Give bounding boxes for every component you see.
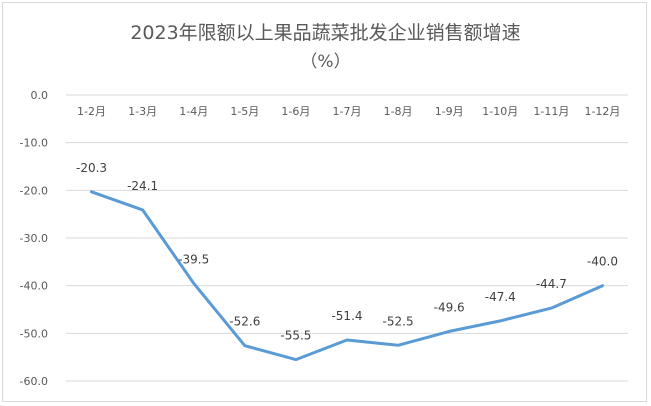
y-tick-label: -20.0	[20, 184, 48, 197]
y-tick-label: -50.0	[20, 327, 48, 340]
chart-frame	[2, 2, 647, 402]
x-tick-label: 1-11月	[533, 105, 569, 118]
data-label: -51.4	[331, 309, 362, 323]
data-label: -24.1	[127, 179, 158, 193]
x-tick-label: 1-8月	[384, 105, 413, 118]
x-tick-label: 1-6月	[281, 105, 310, 118]
data-labels: -20.3 -24.1 -39.5 -52.6 -55.5 -51.4 -52.5 -49.6…	[76, 161, 618, 343]
data-label: -40.0	[587, 255, 618, 269]
y-tick-label: 0.0	[31, 89, 49, 102]
gridlines	[66, 94, 628, 382]
chart-title: 2023年限额以上果品蔬菜批发企业销售额增速	[130, 22, 521, 44]
data-label: -52.5	[383, 314, 414, 328]
x-tick-label: 1-12月	[584, 105, 620, 118]
data-label: -49.6	[434, 300, 465, 314]
y-tick-label: -60.0	[20, 375, 48, 388]
x-tick-label: 1-4月	[179, 105, 208, 118]
y-tick-label: -40.0	[20, 280, 48, 293]
series-line	[90, 190, 604, 362]
data-label: -39.5	[178, 252, 209, 266]
y-axis-tick-labels: 0.0 -10.0 -20.0 -30.0 -40.0 -50.0 -60.0	[20, 89, 48, 388]
x-tick-label: 1-9月	[435, 105, 464, 118]
x-tick-label: 1-10月	[482, 105, 518, 118]
x-tick-label: 1-3月	[128, 105, 157, 118]
data-label: -20.3	[76, 161, 107, 175]
chart-subtitle: （%）	[300, 52, 351, 72]
data-label: -52.6	[229, 315, 260, 329]
data-label: -44.7	[536, 277, 567, 291]
data-label: -47.4	[485, 290, 516, 304]
x-axis-tick-labels: 1-2月 1-3月 1-4月 1-5月 1-6月 1-7月 1-8月 1-9月 1-10月 1-1…	[77, 105, 620, 118]
x-tick-label: 1-7月	[333, 105, 362, 118]
data-label: -55.5	[280, 329, 311, 343]
x-tick-label: 1-2月	[77, 105, 106, 118]
y-tick-label: -10.0	[20, 137, 48, 150]
x-tick-label: 1-5月	[230, 105, 259, 118]
y-tick-label: -30.0	[20, 232, 48, 245]
